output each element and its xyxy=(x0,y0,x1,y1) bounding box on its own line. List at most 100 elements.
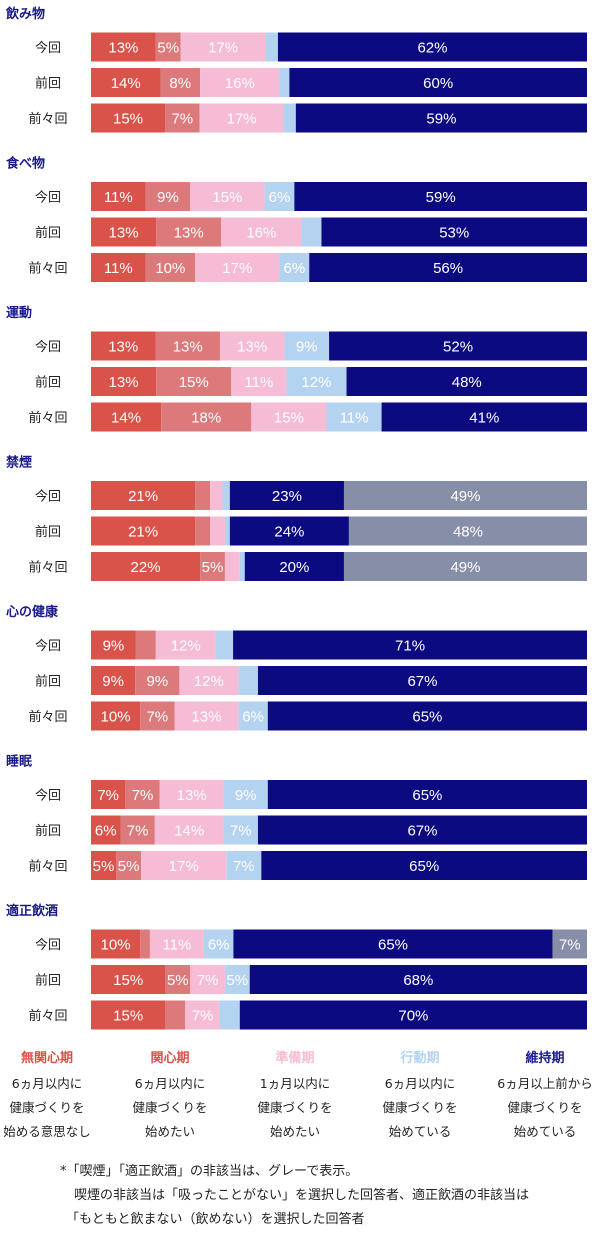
bar-segment xyxy=(120,815,155,845)
bar-segment xyxy=(223,815,258,845)
bar-segment xyxy=(91,68,161,97)
bar-segment xyxy=(329,331,587,361)
bar-segment xyxy=(91,929,141,959)
segment-label: 60% xyxy=(423,75,453,92)
bar-segment xyxy=(279,68,290,97)
segment-label: 49% xyxy=(450,559,480,576)
segment-label: 15% xyxy=(113,111,143,128)
bar-segment xyxy=(91,331,156,361)
bar-segment xyxy=(179,666,239,695)
bar-segment xyxy=(239,1000,588,1030)
segment-label: 11% xyxy=(104,189,133,206)
segment-label: 7% xyxy=(97,787,119,804)
group-title-6: 適正飲酒 xyxy=(6,903,58,919)
bar-segment xyxy=(321,217,587,247)
bar-segment xyxy=(91,182,146,211)
footnote: *「喫煙」「適正飲酒」の非該当は、グレーで表示。 喫煙の非該当は「吸ったことがな… xyxy=(60,1160,590,1232)
bar-segment xyxy=(219,331,285,361)
bar-segment xyxy=(159,780,224,809)
segment-label: 23% xyxy=(272,488,302,505)
bar-segment xyxy=(91,630,136,660)
legend-desc: 始めている xyxy=(389,1124,452,1139)
segment-label: 12% xyxy=(171,638,201,655)
legend-desc: 健康づくりを xyxy=(507,1100,582,1115)
bar-segment xyxy=(251,402,327,432)
bar-segment xyxy=(267,780,587,809)
bar-segment xyxy=(552,929,587,959)
bar-segment xyxy=(294,182,587,211)
row-label: 今回 xyxy=(35,40,61,56)
segment-label: 5% xyxy=(167,972,189,989)
bar-segment xyxy=(116,851,142,880)
bar-segment xyxy=(91,217,157,247)
bar-segment xyxy=(135,630,156,660)
row-label: 前回 xyxy=(35,973,61,989)
segment-label: 56% xyxy=(433,260,463,277)
segment-label: 13% xyxy=(237,339,267,356)
bar-segment xyxy=(145,253,196,282)
legend-desc: 健康づくりを xyxy=(9,1100,84,1115)
segment-label: 11% xyxy=(104,260,133,277)
segment-label: 9% xyxy=(146,673,168,690)
segment-label: 15% xyxy=(212,189,242,206)
segment-label: 15% xyxy=(113,972,143,989)
legend-desc: 6ヵ月以内に xyxy=(385,1076,455,1091)
bar-segment xyxy=(180,32,266,62)
bar-segment xyxy=(140,701,175,731)
bar-segment xyxy=(343,481,587,510)
group-title-2: 運動 xyxy=(6,305,32,321)
bar-segment xyxy=(156,217,222,247)
bar-segment xyxy=(174,701,239,731)
legend-title-0: 無関心期 xyxy=(21,1050,73,1066)
segment-label: 65% xyxy=(412,709,442,726)
bar-segment xyxy=(91,32,156,62)
bar-segment xyxy=(91,701,141,731)
bar-segment xyxy=(301,217,322,247)
segment-label: 59% xyxy=(426,189,456,206)
row-label: 今回 xyxy=(35,638,61,654)
segment-label: 48% xyxy=(453,524,483,541)
segment-label: 12% xyxy=(301,374,331,391)
segment-label: 53% xyxy=(439,225,469,242)
bar-segment xyxy=(219,1000,240,1030)
bar-segment xyxy=(224,516,230,546)
bar-segment xyxy=(309,253,587,282)
segment-label: 13% xyxy=(108,339,138,356)
legend-desc: 6ヵ月以上前から xyxy=(497,1076,592,1091)
legend-desc: 始めている xyxy=(514,1124,577,1139)
bar-segment xyxy=(156,367,232,396)
group-title-4: 心の健康 xyxy=(6,604,59,620)
segment-label: 7% xyxy=(197,972,219,989)
bar-segment xyxy=(154,815,224,845)
segment-label: 9% xyxy=(157,189,179,206)
bar-segment xyxy=(165,965,191,994)
bar-segment xyxy=(200,552,225,581)
bar-segment xyxy=(381,402,587,432)
segment-label: 48% xyxy=(452,374,482,391)
segment-label: 5% xyxy=(118,858,140,875)
bar-segment xyxy=(91,402,162,432)
bar-segment xyxy=(257,666,587,695)
segment-label: 9% xyxy=(296,339,318,356)
bar-segment xyxy=(264,182,295,211)
bar-segment xyxy=(279,253,310,282)
segment-label: 21% xyxy=(128,524,158,541)
bar-segment xyxy=(165,1000,186,1030)
bar-segment xyxy=(238,701,268,731)
bar-segment xyxy=(91,516,196,546)
bar-segment xyxy=(140,929,150,959)
segment-label: 9% xyxy=(102,673,124,690)
bar-segment xyxy=(91,481,196,510)
bar-segment xyxy=(210,516,225,546)
bar-segment xyxy=(149,929,204,959)
bar-segment xyxy=(224,552,240,581)
bar-segment xyxy=(346,367,587,396)
bar-segment xyxy=(91,367,157,396)
segment-label: 7% xyxy=(230,823,252,840)
segment-label: 5% xyxy=(226,972,248,989)
legend-desc: 健康づくりを xyxy=(257,1100,332,1115)
group-title-3: 禁煙 xyxy=(6,455,32,471)
bar-segment xyxy=(161,402,252,432)
bar-segment xyxy=(160,68,201,97)
legend-desc: 始める意思なし xyxy=(3,1124,91,1139)
